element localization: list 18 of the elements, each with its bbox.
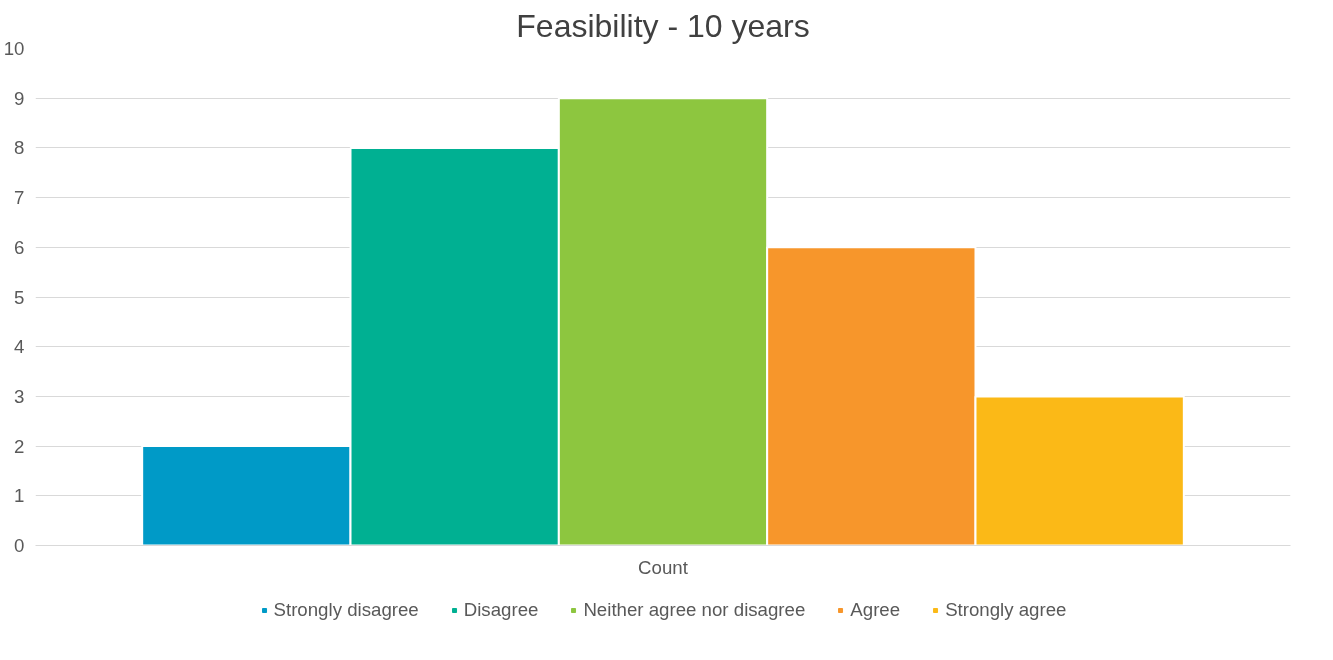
y-tick-label: 9: [14, 87, 25, 109]
legend-label: Agree: [850, 599, 901, 621]
y-tick-label: 5: [14, 286, 25, 308]
y-tick-label: 3: [14, 385, 25, 407]
legend-label: Disagree: [463, 599, 539, 621]
y-tick-label: 8: [14, 137, 25, 159]
legend-label: Strongly disagree: [273, 599, 419, 621]
y-tick-label: 1: [14, 485, 25, 507]
y-tick-label: 10: [3, 38, 25, 59]
y-tick-label: 7: [14, 187, 25, 209]
y-tick-label: 2: [14, 435, 25, 457]
chart-title: Feasibility - 10 years: [516, 7, 810, 44]
y-tick-label: 4: [14, 336, 25, 358]
y-tick-label: 6: [14, 236, 25, 258]
legend-label: Neither agree nor disagree: [583, 599, 806, 621]
legend-label: Strongly agree: [945, 599, 1067, 621]
y-tick-label: 0: [14, 535, 25, 556]
x-tick-label: Count: [638, 556, 689, 578]
